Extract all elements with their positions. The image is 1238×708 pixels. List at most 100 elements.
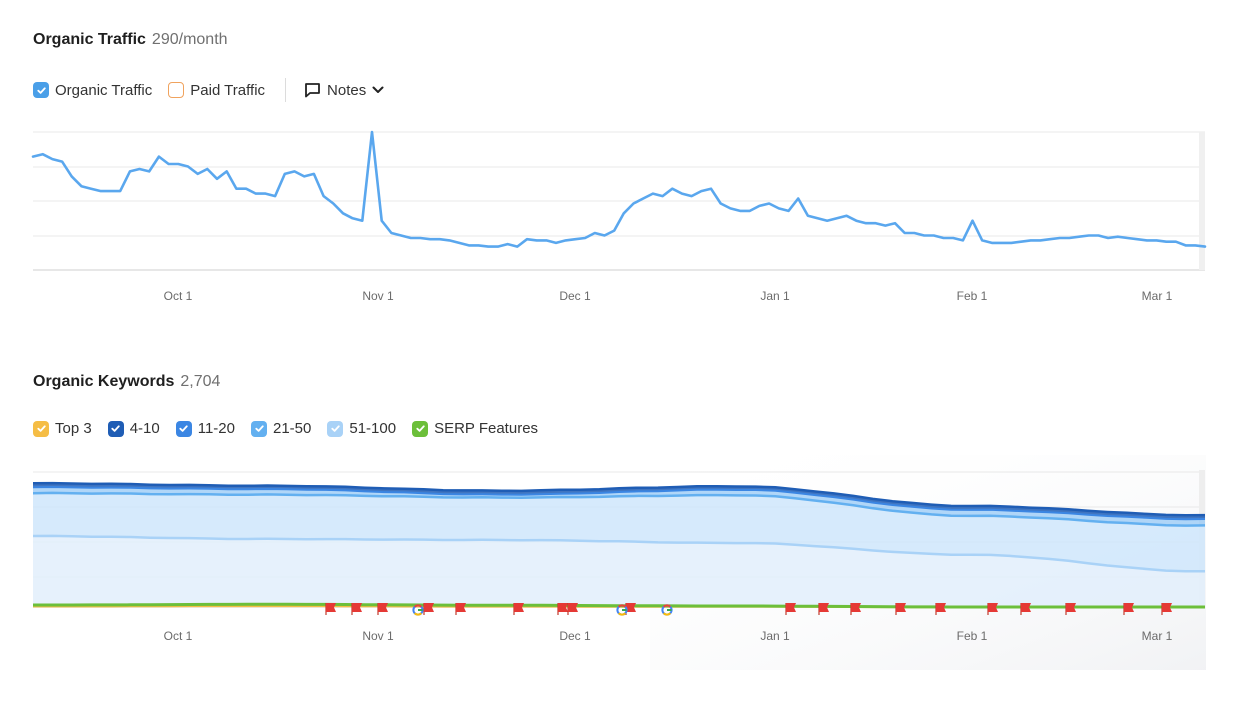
legend-paid-traffic[interactable]: Paid Traffic — [168, 82, 265, 99]
notes-label: Notes — [327, 81, 367, 99]
google-arc-red — [662, 604, 672, 608]
flag-shape — [851, 603, 861, 612]
flag-icon — [1065, 603, 1076, 615]
flag-icon — [567, 603, 578, 615]
checkbox-checked-icon[interactable] — [33, 82, 49, 98]
area-11-20 — [33, 487, 1205, 526]
line-21-50 — [32, 491, 1206, 527]
google-arc-yellow — [662, 612, 672, 616]
line-4-10 — [32, 481, 1206, 517]
area-4-10 — [33, 483, 1205, 520]
x-tick-label: Dec 1 — [559, 289, 591, 303]
checkbox-checked-icon[interactable] — [33, 420, 49, 437]
checkbox-checked-icon[interactable] — [412, 420, 429, 437]
flag-shape — [936, 603, 946, 612]
comment-icon — [304, 82, 321, 98]
legend-paid-traffic-label: Paid Traffic — [190, 81, 266, 99]
google-arc-yellow — [413, 612, 423, 616]
x-tick-label: Oct 1 — [164, 629, 193, 643]
line-11-20 — [32, 485, 1206, 521]
flag-icon — [423, 603, 434, 615]
x-tick-label: Nov 1 — [362, 629, 394, 643]
legend-21-50-label: 21-50 — [273, 420, 312, 437]
x-tick-label: Jan 1 — [760, 629, 790, 643]
flag-shape — [1124, 603, 1134, 612]
legend-4-10[interactable]: 4-10 — [107, 420, 160, 437]
flag-icon — [1161, 603, 1172, 615]
legend-top-3-label: Top 3 — [55, 420, 92, 437]
google-arc-red — [413, 604, 423, 608]
line-51-100 — [32, 534, 1205, 573]
legend-serp-features[interactable]: SERP Features — [412, 420, 538, 437]
keywords-legend: Top 3 4-10 11-20 21-50 51-100 SERP Featu… — [33, 420, 554, 437]
legend-51-100-label: 51-100 — [349, 420, 397, 437]
organic-traffic-chart: Oct 1 Nov 1 Dec 1 Jan 1 Feb 1 Mar 1 — [31, 130, 1207, 303]
legend-11-20-label: 11-20 — [197, 420, 235, 437]
checkbox-checked-icon[interactable] — [107, 420, 124, 437]
flag-icon — [818, 603, 829, 615]
flag-icon — [1123, 603, 1134, 615]
organic-traffic-line — [31, 130, 1207, 248]
checkbox-checked-icon[interactable] — [251, 420, 267, 437]
organic-keywords-title: Organic Keywords 2,704 — [33, 373, 220, 391]
flag-shape — [786, 603, 796, 612]
traffic-legend: Organic Traffic Paid Traffic Notes — [33, 78, 384, 102]
legend-11-20[interactable]: 11-20 — [175, 420, 235, 437]
flag-shape — [819, 603, 829, 612]
flag-icon — [557, 603, 568, 615]
flag-shape — [514, 603, 524, 612]
x-tick-label: Mar 1 — [1142, 629, 1173, 643]
google-arc-yellow — [617, 612, 627, 616]
flag-shape — [558, 603, 568, 612]
flag-shape — [1162, 603, 1172, 612]
x-tick-label: Mar 1 — [1142, 289, 1173, 303]
legend-organic-traffic[interactable]: Organic Traffic — [33, 82, 152, 99]
flag-shape — [424, 603, 434, 612]
x-tick-label: Oct 1 — [164, 289, 193, 303]
google-arc-red — [617, 604, 627, 608]
chevron-down-icon — [372, 86, 384, 94]
legend-serp-features-label: SERP Features — [434, 420, 539, 437]
organic-traffic-metric: 290/month — [151, 31, 228, 48]
x-tick-label: Feb 1 — [957, 629, 988, 643]
flag-shape — [1066, 603, 1076, 612]
flag-shape — [568, 603, 578, 612]
google-icon — [616, 604, 628, 616]
flag-shape — [896, 603, 906, 612]
organic-traffic-title: Organic Traffic 290/month — [33, 31, 228, 49]
flag-icon — [513, 603, 524, 615]
organic-traffic-title-text: Organic Traffic — [33, 31, 146, 48]
flag-shape — [352, 603, 362, 612]
x-tick-label: Feb 1 — [957, 289, 988, 303]
flag-icon — [850, 603, 861, 615]
legend-top-3[interactable]: Top 3 — [33, 420, 92, 437]
legend-organic-traffic-label: Organic Traffic — [55, 81, 153, 99]
flag-icon — [785, 603, 796, 615]
notes-dropdown[interactable]: Notes — [304, 82, 384, 99]
flag-shape — [326, 603, 336, 612]
flag-icon — [351, 603, 362, 615]
organic-keywords-title-text: Organic Keywords — [33, 373, 175, 390]
flag-icon — [455, 603, 466, 615]
flag-icon — [325, 603, 336, 615]
flag-icon — [987, 603, 998, 615]
flag-shape — [456, 603, 466, 612]
chart-right-edge — [1199, 132, 1205, 270]
checkbox-checked-icon[interactable] — [175, 420, 192, 437]
flag-shape — [626, 603, 636, 612]
legend-51-100[interactable]: 51-100 — [327, 420, 396, 437]
flag-shape — [1021, 603, 1031, 612]
flag-icon — [377, 603, 388, 615]
flag-icon — [935, 603, 946, 615]
legend-21-50[interactable]: 21-50 — [251, 420, 311, 437]
checkbox-unchecked-icon[interactable] — [168, 82, 185, 98]
x-tick-label: Nov 1 — [362, 289, 394, 303]
google-icon — [661, 604, 673, 616]
legend-4-10-label: 4-10 — [129, 420, 160, 437]
organic-keywords-metric: 2,704 — [180, 373, 221, 390]
legend-divider — [285, 78, 287, 102]
x-tick-label: Dec 1 — [559, 629, 591, 643]
x-tick-label: Jan 1 — [760, 289, 790, 303]
checkbox-checked-icon[interactable] — [327, 420, 344, 437]
